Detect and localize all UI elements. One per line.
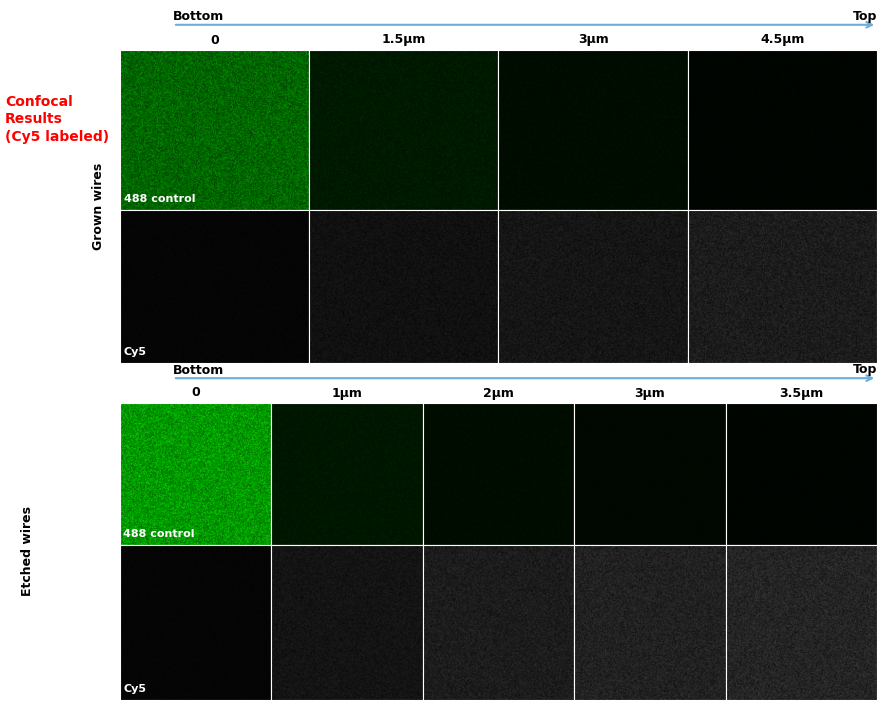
Text: Bottom: Bottom — [173, 10, 224, 23]
Text: 3μm: 3μm — [577, 34, 608, 47]
Text: 488 control: 488 control — [124, 194, 195, 204]
Text: 1μm: 1μm — [331, 386, 362, 400]
Text: Cy5: Cy5 — [123, 684, 146, 694]
Text: Cy5: Cy5 — [124, 347, 147, 357]
Text: Etched wires: Etched wires — [21, 506, 34, 596]
Text: 0: 0 — [210, 34, 219, 47]
Text: 4.5μm: 4.5μm — [759, 34, 803, 47]
Text: 0: 0 — [191, 386, 200, 400]
Text: 488 control: 488 control — [123, 529, 194, 539]
Text: Top: Top — [852, 364, 876, 376]
Text: 1.5μm: 1.5μm — [381, 34, 426, 47]
Text: 3μm: 3μm — [634, 386, 665, 400]
Text: 2μm: 2μm — [483, 386, 514, 400]
Text: Top: Top — [852, 10, 876, 23]
Text: Bottom: Bottom — [173, 364, 224, 376]
Text: Grown wires: Grown wires — [92, 163, 105, 250]
Text: 3.5μm: 3.5μm — [778, 386, 823, 400]
Text: Confocal
Results
(Cy5 labeled): Confocal Results (Cy5 labeled) — [5, 95, 109, 144]
